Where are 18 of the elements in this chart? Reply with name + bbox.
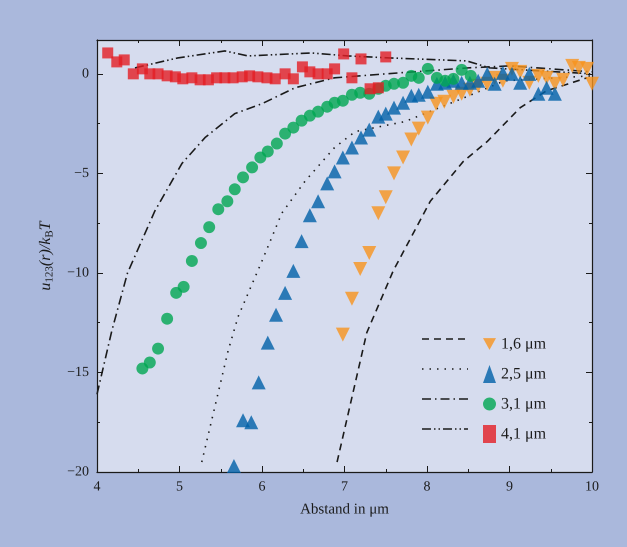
x-tick-label: 5 [176, 480, 183, 494]
y-tick-label: 0 [82, 66, 89, 82]
x-tick-label: 6 [258, 480, 266, 494]
y-tick-label: −20 [67, 464, 89, 480]
legend-label: 2,5 μm [501, 366, 547, 382]
legend-label: 4,1 μm [501, 426, 547, 442]
x-tick-label: 7 [341, 480, 348, 494]
legend-label: 3,1 μm [501, 396, 547, 412]
y-tick-label: −15 [67, 364, 89, 380]
x-tick-label: 4 [94, 480, 100, 494]
legend-label: 1,6 μm [501, 336, 547, 352]
x-axis-title: Abstand in μm [300, 502, 390, 518]
y-axis-title: u123(r)/kBT [37, 220, 56, 291]
x-tick-label: 8 [424, 480, 430, 494]
y-tick-label: −10 [67, 265, 89, 280]
y-tick-label: −5 [74, 166, 89, 181]
x-tick-label: 9 [506, 480, 513, 494]
x-tick-label: 10 [585, 480, 599, 494]
